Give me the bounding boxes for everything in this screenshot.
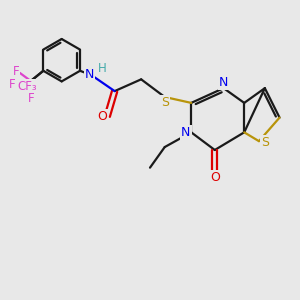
Text: S: S [161,96,169,109]
Text: O: O [97,110,107,123]
Text: F: F [8,77,15,91]
Text: N: N [181,126,190,139]
Text: S: S [261,136,269,149]
Text: CF₃: CF₃ [17,80,37,93]
Text: F: F [28,92,34,105]
Text: H: H [98,62,107,75]
Text: N: N [85,68,94,81]
Text: N: N [219,76,228,89]
Text: F: F [13,65,20,78]
Text: O: O [210,172,220,184]
